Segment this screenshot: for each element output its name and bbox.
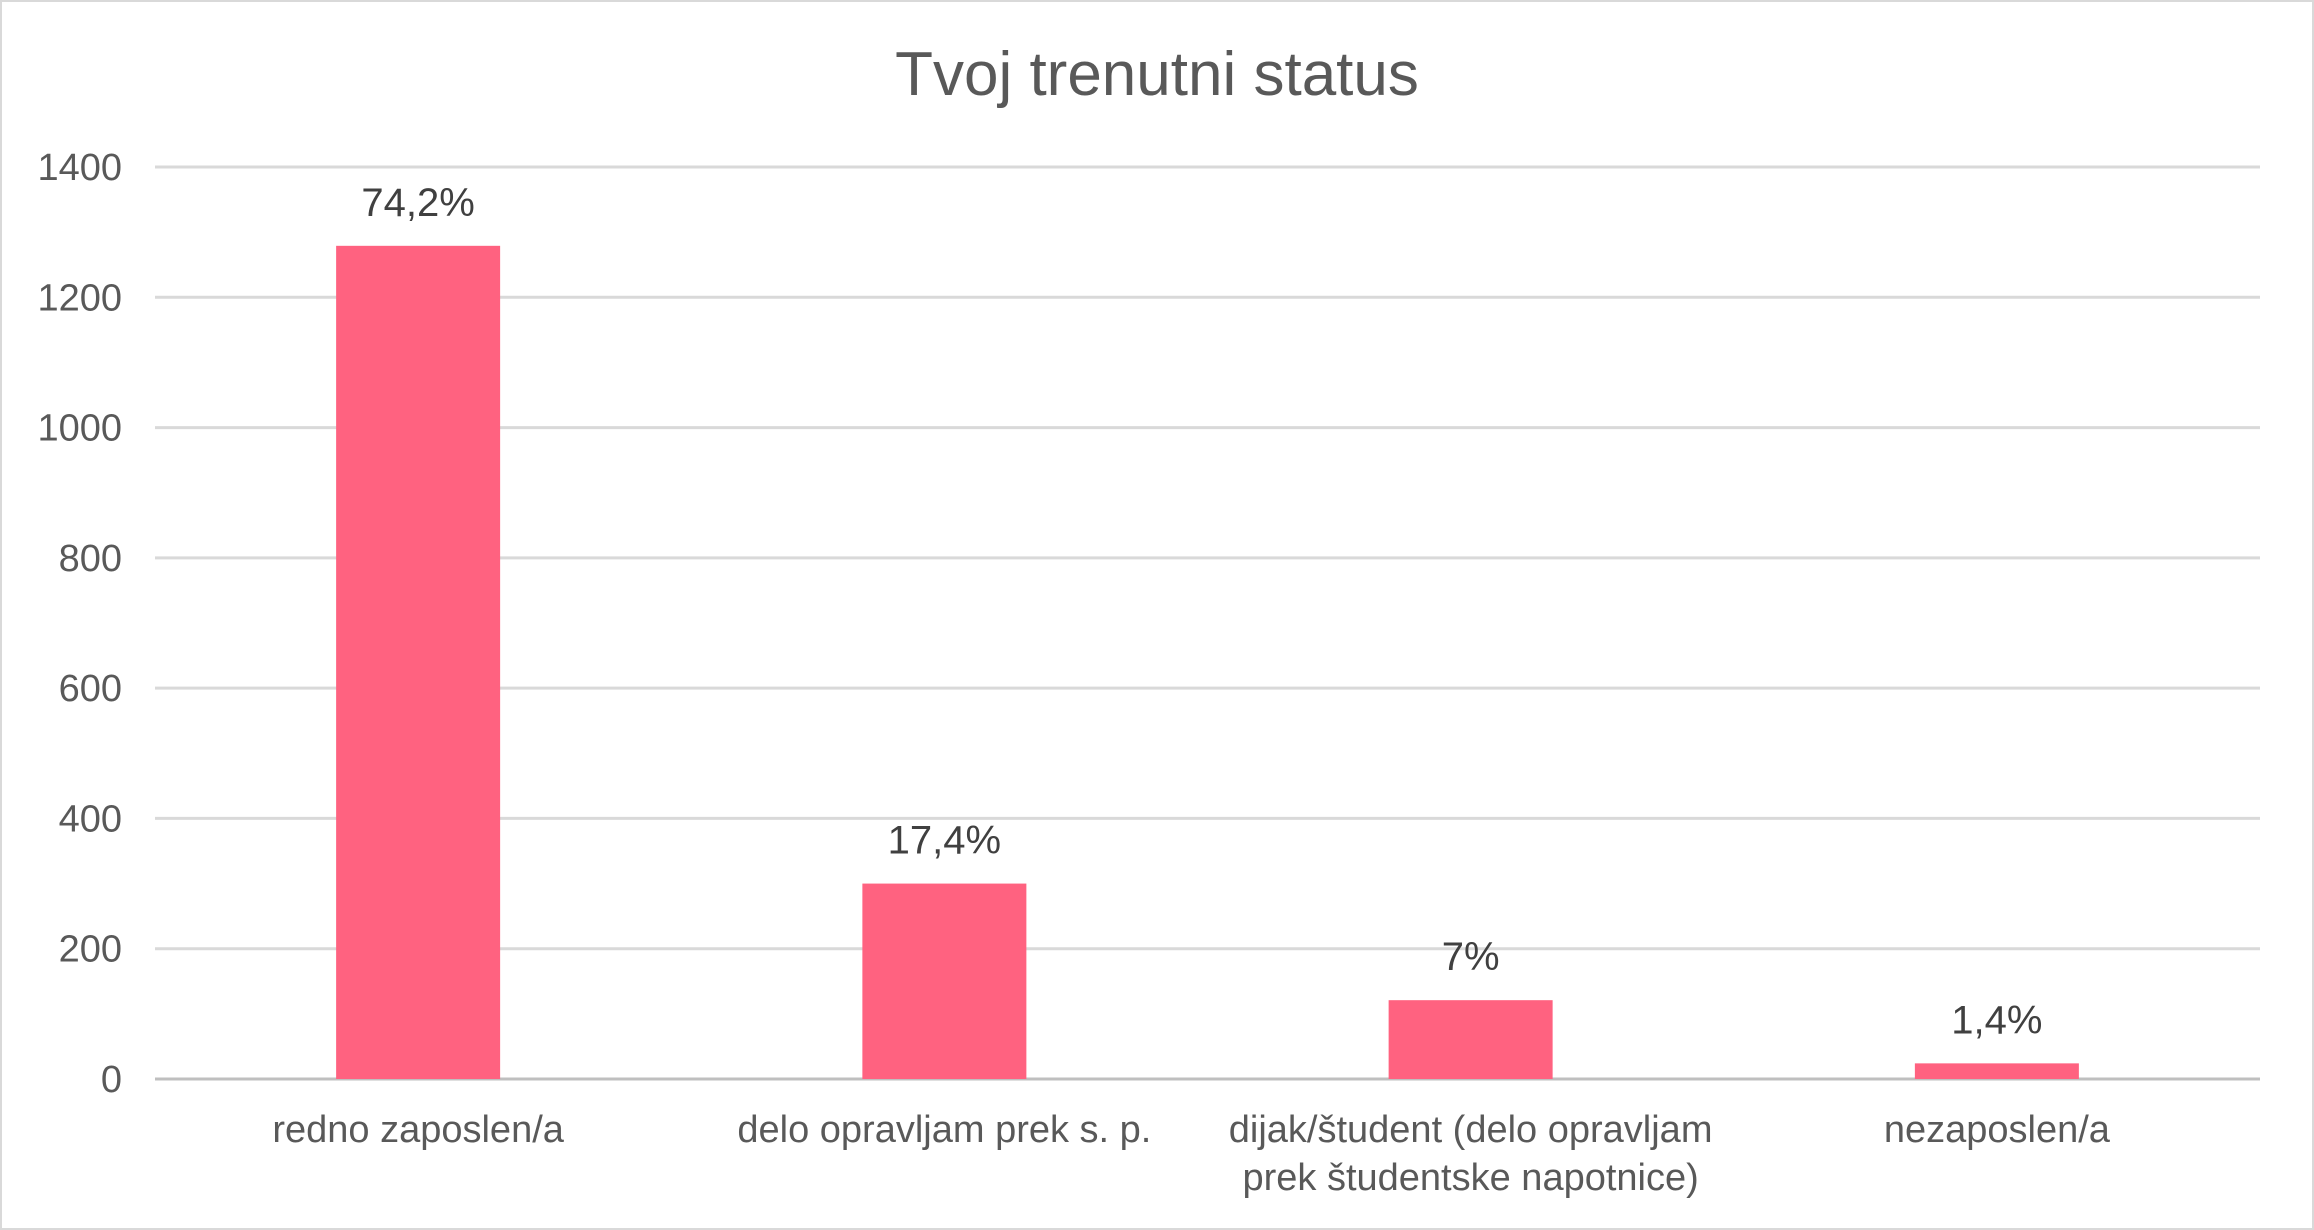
x-category-label: redno zaposlen/a — [272, 1109, 564, 1151]
x-axis-categories: redno zaposlen/a delo opravljam prek s. p… — [272, 1109, 2110, 1199]
y-tick-label: 400 — [59, 798, 122, 840]
bars — [336, 245, 2079, 1079]
data-label: 7% — [1442, 935, 1500, 979]
y-tick-label: 200 — [59, 929, 122, 971]
bar — [1388, 1000, 1553, 1079]
y-tick-label: 800 — [59, 538, 122, 580]
x-category-label: prek študentske napotnice) — [1242, 1157, 1698, 1199]
data-label: 1,4% — [1951, 998, 2042, 1042]
x-category-label: dijak/študent (delo opravljam — [1229, 1109, 1713, 1151]
y-tick-label: 0 — [101, 1059, 122, 1101]
x-category-label: nezaposlen/a — [1884, 1109, 2111, 1151]
x-category-label: delo opravljam prek s. p. — [737, 1109, 1151, 1151]
bar — [1914, 1063, 2079, 1079]
y-tick-label: 600 — [59, 668, 122, 710]
chart-title: Tvoj trenutni status — [895, 40, 1419, 109]
bar — [862, 883, 1027, 1079]
gridlines — [155, 165, 2260, 1081]
y-axis-ticks: 0 200 400 600 800 1000 1200 1400 — [37, 147, 122, 1101]
data-label: 74,2% — [361, 181, 474, 225]
data-label: 17,4% — [888, 819, 1001, 863]
bar — [336, 245, 501, 1079]
data-labels: 74,2% 17,4% 7% 1,4% — [361, 181, 2042, 1043]
y-tick-label: 1400 — [37, 147, 122, 189]
y-tick-label: 1000 — [37, 408, 122, 450]
y-tick-label: 1200 — [37, 277, 122, 319]
